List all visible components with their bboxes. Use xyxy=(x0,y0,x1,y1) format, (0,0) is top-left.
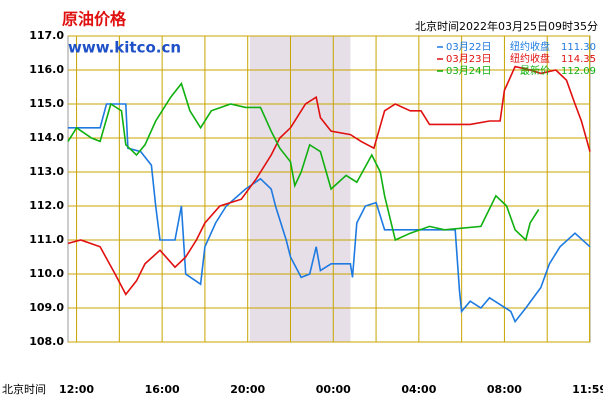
y-tick-label: 116.0 xyxy=(29,63,64,76)
y-tick-label: 111.0 xyxy=(29,233,64,246)
legend-label: 最新价 xyxy=(520,64,550,77)
y-tick-label: 112.0 xyxy=(29,199,64,212)
x-tick-label: 04:00 xyxy=(401,383,436,396)
legend-value: 112.09 xyxy=(561,66,596,77)
series-line xyxy=(68,103,591,324)
legend-value: 114.35 xyxy=(561,54,596,65)
legend-label: 纽约收盘 xyxy=(510,40,550,53)
y-tick-label: 113.0 xyxy=(29,165,64,178)
x-tick-label: 12:00 xyxy=(59,383,94,396)
y-tick-label: 115.0 xyxy=(29,97,64,110)
legend-name: 03月23日 xyxy=(446,53,491,65)
legend-label: 纽约收盘 xyxy=(510,52,550,65)
legend-name: 03月24日 xyxy=(446,65,491,77)
x-tick-label: 16:00 xyxy=(145,383,180,396)
x-tick-label: 20:00 xyxy=(230,383,265,396)
y-tick-label: 108.0 xyxy=(29,335,64,348)
header-time: 北京时间2022年03月25日09时35分 xyxy=(415,19,598,33)
series-line xyxy=(67,65,591,296)
legend-value: 111.30 xyxy=(561,42,596,53)
x-tick-label: 08:00 xyxy=(487,383,522,396)
y-tick-label: 117.0 xyxy=(29,29,64,42)
y-tick-label: 110.0 xyxy=(29,267,64,280)
y-tick-label: 114.0 xyxy=(29,131,64,144)
chart-title: 原油价格 xyxy=(62,10,127,29)
site-url: www.kitco.cn xyxy=(68,39,181,57)
x-tick-label: 11:59 xyxy=(572,383,603,396)
series-line xyxy=(67,81,540,242)
shaded-period xyxy=(249,36,351,342)
x-axis-label: 北京时间 xyxy=(2,382,46,396)
legend-name: 03月22日 xyxy=(446,41,491,53)
y-tick-label: 109.0 xyxy=(29,301,64,314)
x-tick-label: 00:00 xyxy=(316,383,351,396)
